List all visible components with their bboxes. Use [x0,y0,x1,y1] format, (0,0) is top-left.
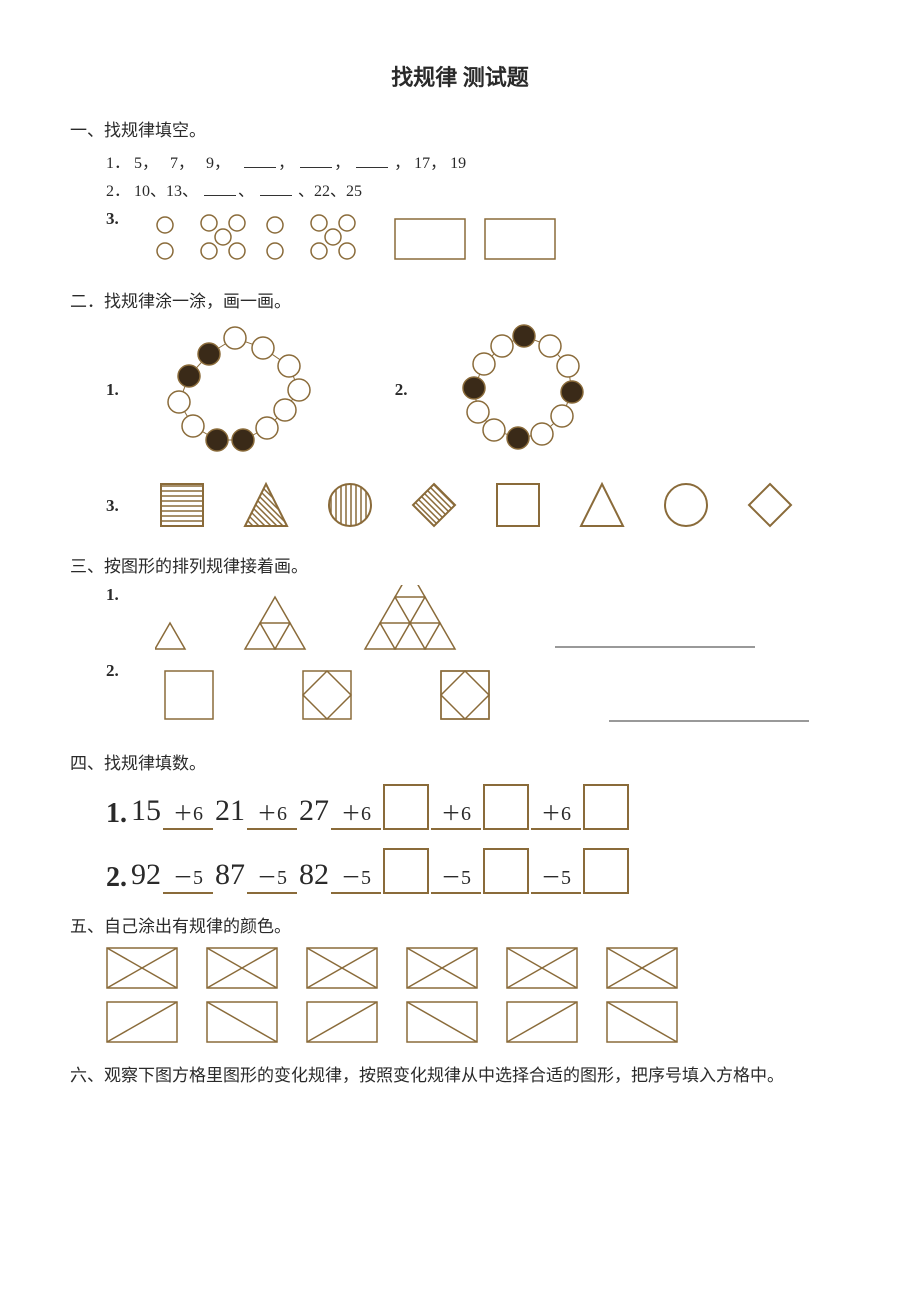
op-arc: －5 [163,861,213,894]
s5-row2 [106,1001,850,1043]
s5-row1 [106,947,850,989]
color-cell-x[interactable] [106,947,178,989]
s2-q1: 1. [106,320,335,460]
op-arc: －5 [247,861,297,894]
page-title: 找规律 测试题 [70,60,850,92]
op-arc: －5 [431,861,481,894]
triangle-stacks [155,585,835,655]
q2-b: 、22、25 [298,183,362,200]
op-arc: ＋6 [531,797,581,830]
nested-squares [155,661,835,731]
op-arc: ＋6 [331,797,381,830]
op-arc: ＋6 [431,797,481,830]
q2-blank-1[interactable] [204,181,236,196]
s1-q3: 3. [106,209,850,269]
chain-value: 15 [131,794,161,827]
color-cell-x[interactable] [406,947,478,989]
q1-blank-3[interactable] [356,153,388,168]
answer-box[interactable] [483,784,529,830]
color-cell-diag[interactable] [306,1001,378,1043]
s4-q1-label: 1. [106,798,127,830]
s2-row1: 1. 2. [106,320,850,460]
shape-row [159,478,839,534]
chain-value: 92 [131,858,161,891]
s3-q1-label: 1. [106,585,119,605]
op-arc: －5 [331,861,381,894]
color-cell-diag[interactable] [506,1001,578,1043]
color-cell-diag[interactable] [106,1001,178,1043]
q1-tail: ， 17， 19 [394,155,466,172]
section1-heading: 一、找规律填空。 [70,116,850,141]
s3-q2-label: 2. [106,661,119,681]
s1-q3-figure [145,209,705,269]
q1-seq-a: 5， [134,155,158,172]
section2-heading: 二．找规律涂一涂，画一画。 [70,287,850,312]
q2-a: 10、13、 [134,183,198,200]
s4-q1: 1. 15＋621＋627＋6＋6＋6 [106,784,850,830]
color-cell-diag[interactable] [606,1001,678,1043]
s2-q1-label: 1. [106,380,119,400]
bead-ring-1 [145,320,335,460]
s3-q1: 1. [106,585,850,655]
q2-blank-2[interactable] [260,181,292,196]
q1-seq-c: 9， [206,155,230,172]
q1-blank-1[interactable] [244,153,276,168]
q2-label: 2． [106,183,130,200]
answer-box[interactable] [583,848,629,894]
s1-q2: 2． 10、13、 、 、22、25 [106,177,850,201]
section4-heading: 四、找规律填数。 [70,749,850,774]
s2-q3: 3. [106,478,850,534]
color-cell-x[interactable] [306,947,378,989]
answer-box[interactable] [483,848,529,894]
op-arc: －5 [531,861,581,894]
answer-box[interactable] [383,848,429,894]
section5-heading: 五、自己涂出有规律的颜色。 [70,912,850,937]
chain-value: 21 [215,794,245,827]
color-cell-x[interactable] [206,947,278,989]
section3-heading: 三、按图形的排列规律接着画。 [70,552,850,577]
answer-box[interactable] [383,784,429,830]
bead-ring-2 [434,320,614,460]
color-cell-diag[interactable] [206,1001,278,1043]
chain-value: 27 [299,794,329,827]
op-arc: ＋6 [163,797,213,830]
q3-label: 3. [106,209,119,229]
color-cell-diag[interactable] [406,1001,478,1043]
s2-q2: 2. [395,320,614,460]
color-cell-x[interactable] [606,947,678,989]
s4-q2-label: 2. [106,862,127,894]
color-cell-x[interactable] [506,947,578,989]
q1-seq-b: 7， [170,155,194,172]
op-arc: ＋6 [247,797,297,830]
q1-label: 1． [106,155,130,172]
answer-box[interactable] [583,784,629,830]
q1-blank-2[interactable] [300,153,332,168]
s3-q2: 2. [106,661,850,731]
s2-q2-label: 2. [395,380,408,400]
chain-value: 82 [299,858,329,891]
chain-value: 87 [215,858,245,891]
s1-q1: 1． 5， 7， 9， ， ， ， 17， 19 [106,149,850,173]
s2-q3-label: 3. [106,496,119,516]
s4-q2: 2. 92－587－582－5－5－5 [106,848,850,894]
section6-heading: 六、观察下图方格里图形的变化规律，按照变化规律从中选择合适的图形，把序号填入方格… [70,1061,850,1086]
